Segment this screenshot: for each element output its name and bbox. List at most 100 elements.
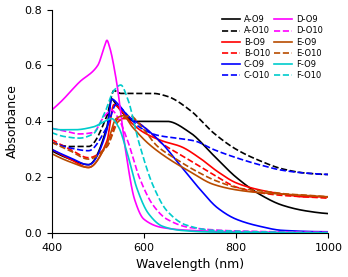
A-O9 [260,194,264,197]
C-O9 [49,148,54,151]
A-O9 [326,212,331,215]
F-O10 [226,229,230,233]
D-O9 [288,231,292,234]
F-O10 [288,231,292,234]
A-O9 [211,153,215,156]
B-O9 [218,171,222,175]
D-O10 [49,127,54,130]
E-O10 [218,181,222,184]
D-O9 [326,231,331,234]
F-O9 [109,117,113,120]
F-O10 [260,230,264,234]
A-O9 [49,149,54,152]
B-O9 [112,103,116,106]
E-O10 [49,141,54,144]
F-O10 [49,131,54,134]
D-O10 [288,230,292,234]
F-O9 [218,230,222,234]
F-O9 [49,127,54,130]
C-O9 [109,97,113,101]
D-O10 [109,109,113,112]
C-O10 [288,170,292,173]
C-O9 [218,208,222,211]
B-O10 [226,182,230,185]
C-O9 [260,225,264,229]
E-O9 [226,187,230,190]
A-O10 [211,130,215,134]
Line: B-O9: B-O9 [52,105,329,197]
B-O9 [49,148,54,151]
F-O10 [119,83,123,87]
Line: F-O9: F-O9 [52,119,329,233]
C-O10 [226,153,230,157]
A-O9 [288,206,292,209]
Line: A-O9: A-O9 [52,99,329,214]
B-O10 [288,194,292,198]
D-O9 [226,230,230,233]
D-O9 [218,230,222,233]
C-O9 [211,202,215,205]
A-O10 [288,169,292,172]
Line: C-O10: C-O10 [52,105,329,175]
C-O9 [226,214,230,217]
E-O10 [288,193,292,196]
B-O10 [117,117,121,120]
D-O10 [211,228,215,232]
B-O10 [218,177,222,180]
E-O10 [66,148,71,152]
A-O9 [109,97,113,101]
B-O9 [260,189,264,192]
X-axis label: Wavelength (nm): Wavelength (nm) [136,258,244,271]
E-O10 [128,114,132,117]
D-O10 [226,229,230,232]
B-O9 [288,194,292,197]
Line: A-O10: A-O10 [52,91,329,175]
C-O9 [66,155,71,159]
F-O10 [218,229,222,232]
E-O9 [211,183,215,186]
B-O9 [66,157,71,160]
E-O10 [211,178,215,181]
E-O10 [326,195,331,199]
A-O10 [226,143,230,146]
A-O9 [218,160,222,163]
A-O10 [218,137,222,140]
A-O10 [112,89,116,92]
B-O9 [303,195,308,199]
D-O9 [260,230,264,234]
B-O9 [211,166,215,170]
B-O10 [211,173,215,176]
E-O9 [49,152,54,155]
Line: B-O10: B-O10 [52,119,329,198]
A-O9 [66,157,71,160]
B-O9 [326,195,331,199]
Line: E-O9: E-O9 [52,116,329,197]
E-O9 [121,114,125,117]
F-O9 [260,231,264,234]
E-O10 [226,184,230,187]
Line: D-O10: D-O10 [52,110,329,232]
D-O10 [260,230,264,233]
B-O10 [326,197,331,200]
B-O10 [49,138,54,141]
E-O9 [218,185,222,188]
Line: C-O9: C-O9 [52,99,329,232]
F-O9 [288,231,292,234]
C-O10 [66,146,71,149]
B-O10 [260,191,264,195]
D-O9 [105,39,109,42]
A-O10 [260,160,264,163]
F-O9 [66,128,71,131]
C-O10 [218,150,222,154]
E-O9 [260,191,264,194]
D-O9 [211,230,215,233]
B-O10 [66,147,71,150]
D-O9 [49,109,54,112]
C-O10 [326,173,331,176]
C-O9 [288,229,292,232]
Y-axis label: Absorbance: Absorbance [6,84,18,158]
A-O10 [66,145,71,148]
Line: F-O10: F-O10 [52,85,329,233]
A-O10 [49,141,54,144]
Line: D-O9: D-O9 [52,40,329,233]
